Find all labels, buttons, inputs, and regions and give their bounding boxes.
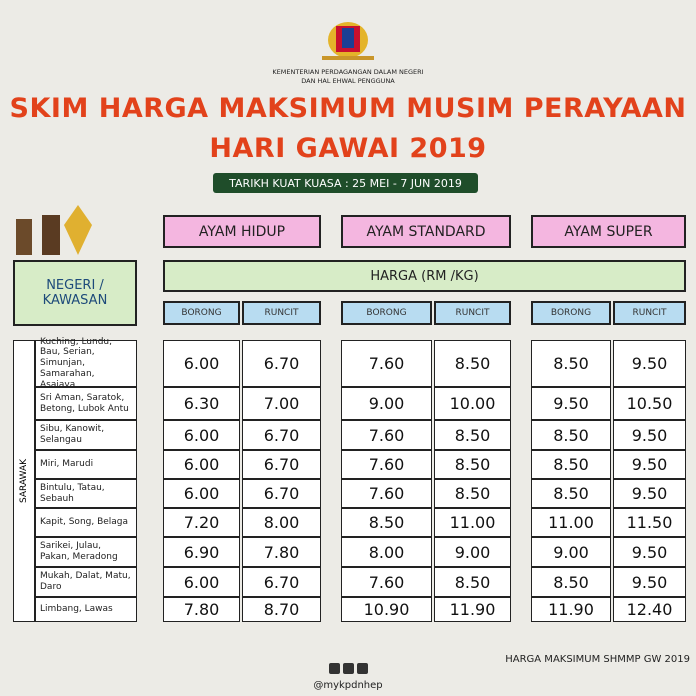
- price-cell: 11.00: [531, 508, 611, 537]
- price-cell: 9.00: [341, 387, 432, 420]
- price-cell: 7.60: [341, 567, 432, 597]
- price-header: HARGA (RM /KG): [163, 260, 686, 292]
- state-cell: SARAWAK: [13, 340, 35, 622]
- title: HARI GAWAI 2019: [209, 132, 487, 164]
- price-cell: 7.80: [242, 537, 321, 567]
- area-cell: Sibu, Kanowit, Selangau: [35, 420, 137, 450]
- price-cell: 6.30: [163, 387, 240, 420]
- price-cell: 10.90: [341, 597, 432, 622]
- price-cell: 7.60: [341, 479, 432, 508]
- price-cell: 9.50: [613, 420, 686, 450]
- price-cell: 7.00: [242, 387, 321, 420]
- area-cell: Kapit, Song, Belaga: [35, 508, 137, 537]
- price-cell: 12.40: [613, 597, 686, 622]
- price-cell: 9.50: [613, 340, 686, 387]
- decor-icon: [16, 205, 92, 255]
- region-header-line: KAWASAN: [42, 293, 108, 308]
- price-cell: 9.50: [613, 567, 686, 597]
- title: SKIM HARGA MAKSIMUM MUSIM PERAYAAN: [9, 92, 687, 124]
- group-header: AYAM STANDARD: [341, 215, 511, 248]
- price-cell: 8.50: [341, 508, 432, 537]
- price-cell: 7.20: [163, 508, 240, 537]
- price-cell: 8.50: [434, 420, 511, 450]
- area-cell: Bintulu, Tatau, Sebauh: [35, 479, 137, 508]
- area-cell: Kuching, Lundu, Bau, Serian, Simunjan, S…: [35, 337, 137, 390]
- price-cell: 9.50: [531, 387, 611, 420]
- icon: [328, 662, 340, 674]
- price-cell: 11.90: [434, 597, 511, 622]
- price-cell: 8.50: [434, 479, 511, 508]
- price-cell: 6.00: [163, 450, 240, 479]
- price-cell: 10.50: [613, 387, 686, 420]
- group-header: AYAM HIDUP: [163, 215, 321, 248]
- icon: [342, 662, 354, 674]
- price-cell: 11.50: [613, 508, 686, 537]
- area-cell: Miri, Marudi: [35, 450, 137, 479]
- icon: [356, 662, 368, 674]
- price-cell: 8.70: [242, 597, 321, 622]
- social-icons: [310, 660, 386, 676]
- price-cell: 6.00: [163, 567, 240, 597]
- price-cell: 8.50: [531, 340, 611, 387]
- price-cell: 7.60: [341, 420, 432, 450]
- price-cell: 6.00: [163, 479, 240, 508]
- state-label: SARAWAK: [19, 458, 29, 504]
- price-cell: 9.00: [434, 537, 511, 567]
- area-cell: Mukah, Dalat, Matu, Daro: [35, 567, 137, 597]
- price-cell: 6.70: [242, 340, 321, 387]
- price-cell: 8.50: [531, 420, 611, 450]
- group-header: AYAM SUPER: [531, 215, 686, 248]
- area-cell: Limbang, Lawas: [35, 597, 137, 622]
- subheader: BORONG: [163, 301, 240, 325]
- price-cell: 8.50: [531, 567, 611, 597]
- price-cell: 7.80: [163, 597, 240, 622]
- region-header-line: NEGERI /: [46, 278, 104, 293]
- price-cell: 6.70: [242, 450, 321, 479]
- ministry-line: DAN HAL EHWAL PENGGUNA: [301, 76, 395, 85]
- price-cell: 6.70: [242, 420, 321, 450]
- price-cell: 9.50: [613, 479, 686, 508]
- price-cell: 8.50: [434, 340, 511, 387]
- price-cell: 9.50: [613, 537, 686, 567]
- subheader: BORONG: [531, 301, 611, 325]
- price-cell: 7.60: [341, 450, 432, 479]
- price-cell: 9.00: [531, 537, 611, 567]
- price-cell: 10.00: [434, 387, 511, 420]
- price-cell: 8.50: [531, 479, 611, 508]
- price-cell: 6.70: [242, 567, 321, 597]
- crest-icon: [322, 22, 374, 60]
- price-cell: 6.70: [242, 479, 321, 508]
- price-cell: 8.50: [531, 450, 611, 479]
- area-cell: Sarikei, Julau, Pakan, Meradong: [35, 537, 137, 567]
- price-cell: 6.00: [163, 340, 240, 387]
- price-cell: 8.00: [242, 508, 321, 537]
- price-cell: 7.60: [341, 340, 432, 387]
- price-cell: 8.50: [434, 567, 511, 597]
- price-cell: 8.00: [341, 537, 432, 567]
- area-cell: Sri Aman, Saratok, Betong, Lubok Antu: [35, 387, 137, 420]
- price-cell: 6.90: [163, 537, 240, 567]
- price-cell: 8.50: [434, 450, 511, 479]
- subheader: RUNCIT: [434, 301, 511, 325]
- subheader: RUNCIT: [242, 301, 321, 325]
- price-cell: 11.90: [531, 597, 611, 622]
- price-cell: 9.50: [613, 450, 686, 479]
- date-banner: TARIKH KUAT KUASA : 25 MEI - 7 JUN 2019: [213, 173, 478, 193]
- subheader: RUNCIT: [613, 301, 686, 325]
- footer-note: HARGA MAKSIMUM SHMMP GW 2019: [505, 653, 690, 665]
- subheader: BORONG: [341, 301, 432, 325]
- price-cell: 11.00: [434, 508, 511, 537]
- region-header: NEGERI / KAWASAN: [13, 260, 137, 326]
- handle: @mykpdnhep: [313, 679, 383, 691]
- price-cell: 6.00: [163, 420, 240, 450]
- ministry-line: KEMENTERIAN PERDAGANGAN DALAM NEGERI: [272, 67, 424, 76]
